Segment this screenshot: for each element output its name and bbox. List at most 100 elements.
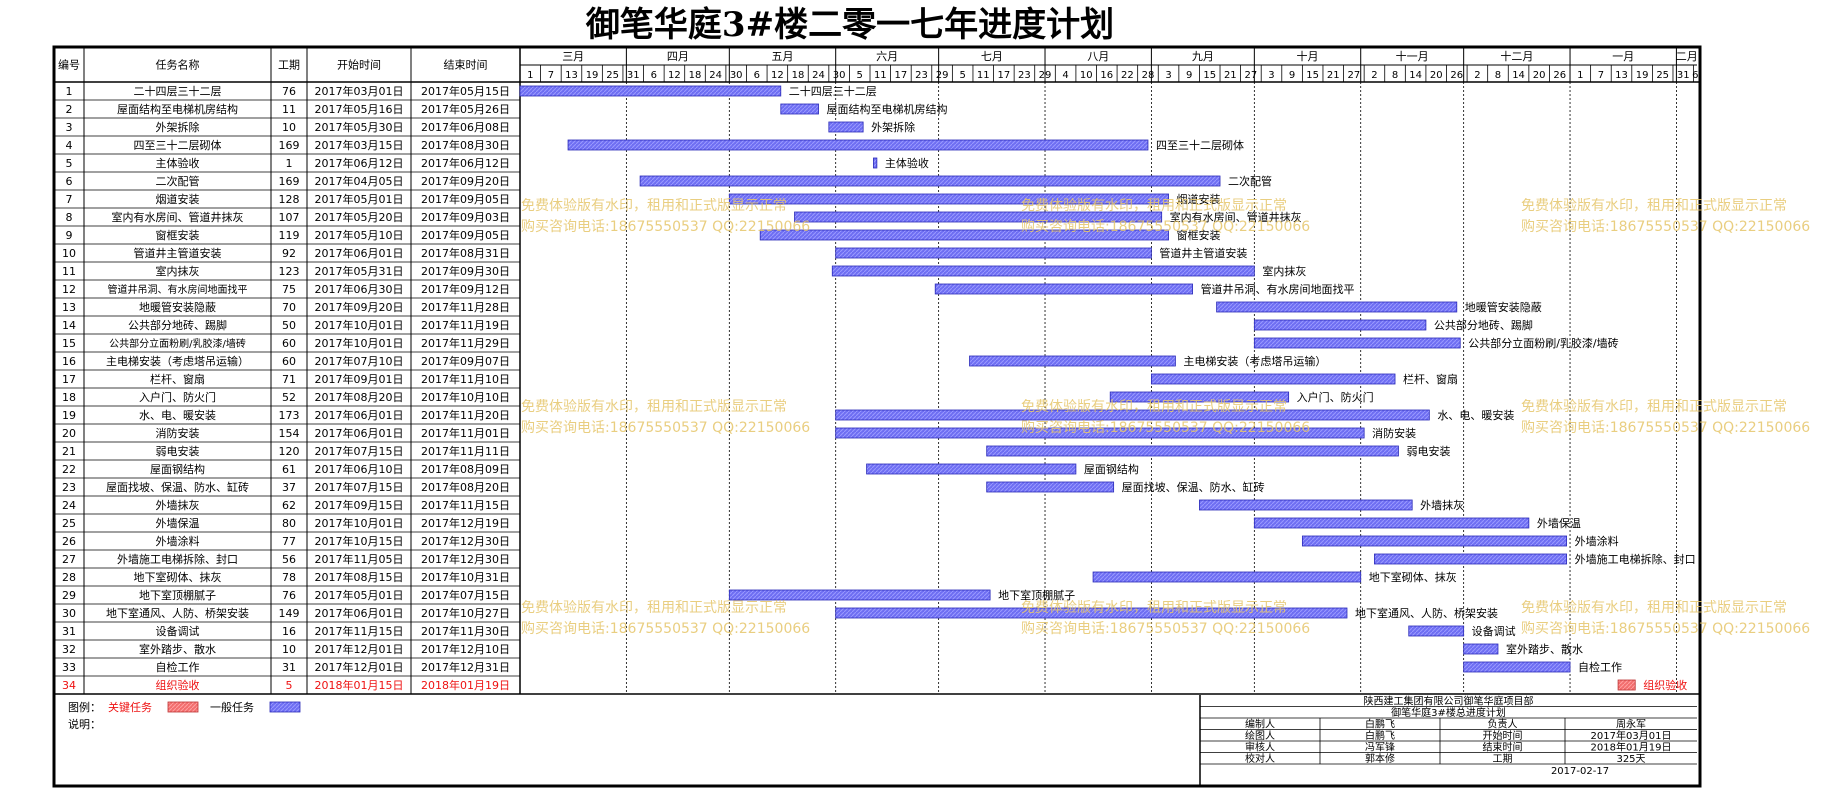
task-start: 2017年05月16日 [315, 102, 404, 116]
task-id: 6 [66, 175, 73, 188]
task-bar-label: 烟道安装 [1177, 192, 1221, 206]
task-duration: 173 [279, 409, 300, 422]
month-label: 一月 [1612, 50, 1634, 63]
legend-note: 说明： [68, 717, 101, 731]
task-end: 2017年09月07日 [421, 354, 510, 368]
task-end: 2017年06月12日 [421, 156, 510, 170]
info-cell: 负责人 [1488, 718, 1518, 731]
task-end: 2017年11月15日 [421, 498, 510, 512]
day-tick-label: 5 [857, 70, 863, 81]
task-id: 1 [66, 85, 73, 98]
task-bar [780, 103, 819, 115]
task-name: 二十四层三十二层 [134, 84, 222, 98]
task-end: 2017年12月31日 [421, 660, 510, 674]
task-id: 24 [62, 499, 76, 512]
info-cell: 2017年03月01日 [1591, 729, 1672, 742]
task-start: 2017年07月15日 [315, 444, 404, 458]
day-tick-label: 9 [1289, 70, 1295, 81]
task-bar-label: 组织验收 [1643, 678, 1687, 692]
task-start: 2017年05月10日 [315, 228, 404, 242]
task-duration: 76 [282, 589, 296, 602]
month-label: 十月 [1297, 49, 1319, 63]
task-end: 2017年12月10日 [421, 642, 510, 656]
info-cell: 开始时间 [1483, 729, 1523, 742]
task-name: 室外踏步、散水 [139, 642, 216, 656]
task-id: 27 [62, 553, 76, 566]
task-bar-label: 地暖管安装隐蔽 [1465, 300, 1542, 314]
task-end: 2017年09月05日 [421, 228, 510, 242]
task-id: 32 [62, 643, 76, 656]
task-id: 33 [62, 661, 76, 674]
day-tick-label: 18 [792, 70, 805, 81]
task-name: 室内有水房间、管道井抹灰 [112, 210, 244, 224]
task-name: 外架拆除 [156, 120, 200, 134]
task-bar-label: 地下室砌体、抹灰 [1369, 570, 1457, 584]
task-end: 2017年10月31日 [421, 570, 510, 584]
task-end: 2017年10月27日 [421, 606, 510, 620]
task-id: 2 [66, 103, 73, 116]
task-duration: 77 [282, 535, 296, 548]
task-end: 2017年08月31日 [421, 246, 510, 260]
task-bar-label: 栏杆、窗扇 [1403, 372, 1458, 386]
legend-normal-swatch [269, 701, 301, 713]
month-label: 五月 [772, 50, 794, 63]
info-cell: 校对人 [1245, 752, 1275, 765]
info-cell: 编制人 [1245, 718, 1275, 731]
task-name: 弱电安装 [156, 444, 200, 458]
day-tick-label: 15 [1203, 70, 1216, 81]
day-tick-label: 6 [754, 70, 760, 81]
task-start: 2017年07月15日 [315, 480, 404, 494]
task-id: 20 [62, 427, 76, 440]
info-date: 2017-02-17 [1551, 766, 1609, 777]
task-bar [728, 589, 991, 601]
task-bar [1092, 571, 1362, 583]
task-end: 2017年11月11日 [421, 444, 510, 458]
task-duration: 154 [279, 427, 300, 440]
info-cell: 2018年01月19日 [1591, 741, 1672, 754]
header-id: 编号 [58, 58, 80, 72]
day-tick-label: 30 [833, 70, 846, 81]
task-start: 2017年04月05日 [315, 174, 404, 188]
task-duration: 123 [279, 265, 300, 278]
task-bar-label: 二次配管 [1228, 174, 1272, 188]
day-tick-label: 11 [977, 70, 990, 81]
task-bar-label: 管道井吊洞、有水房间地面找平 [1201, 282, 1355, 296]
task-duration: 10 [282, 121, 296, 134]
task-name: 外墙抹灰 [156, 498, 200, 512]
task-bar [1301, 535, 1568, 547]
task-name: 地下室砌体、抹灰 [134, 570, 222, 584]
task-bar-label: 入户门、防火门 [1297, 390, 1374, 404]
day-tick-label: 26 [1553, 70, 1566, 81]
task-bar-label: 屋面结构至电梯机房结构 [827, 102, 948, 116]
info-plan: 御笔华庭3#楼总进度计划 [1391, 706, 1506, 719]
task-bar-label: 室内抹灰 [1262, 264, 1306, 278]
task-duration: 119 [279, 229, 300, 242]
day-tick-label: 23 [1018, 70, 1031, 81]
task-bar-label: 消防安装 [1372, 426, 1416, 440]
task-id: 15 [62, 337, 76, 350]
task-end: 2017年11月29日 [421, 336, 510, 350]
task-start: 2017年06月30日 [315, 282, 404, 296]
task-end: 2017年11月30日 [421, 624, 510, 638]
task-name: 烟道安装 [156, 192, 200, 206]
day-tick-label: 24 [709, 70, 722, 81]
task-start: 2017年08月15日 [315, 570, 404, 584]
task-bar-label: 外墙涂料 [1575, 534, 1619, 548]
task-name: 地下室通风、人防、桥架安装 [106, 606, 249, 620]
task-id: 29 [62, 589, 76, 602]
task-end: 2017年12月19日 [421, 516, 510, 530]
task-bar [1408, 625, 1465, 637]
task-start: 2017年09月01日 [315, 372, 404, 386]
info-company: 陕西建工集团有限公司御笔华庭项目部 [1364, 695, 1534, 708]
day-tick-label: 22 [1121, 70, 1134, 81]
task-duration: 149 [279, 607, 300, 620]
day-tick-label: 13 [1615, 70, 1628, 81]
task-end: 2017年12月30日 [421, 552, 510, 566]
task-end: 2017年11月01日 [421, 426, 510, 440]
day-tick-label: 2 [1371, 70, 1377, 81]
task-bar [986, 445, 1399, 457]
day-tick-label: 6 [1692, 70, 1698, 81]
task-start: 2017年10月15日 [315, 534, 404, 548]
task-name: 入户门、防火门 [139, 390, 216, 404]
task-end: 2017年06月08日 [421, 120, 510, 134]
